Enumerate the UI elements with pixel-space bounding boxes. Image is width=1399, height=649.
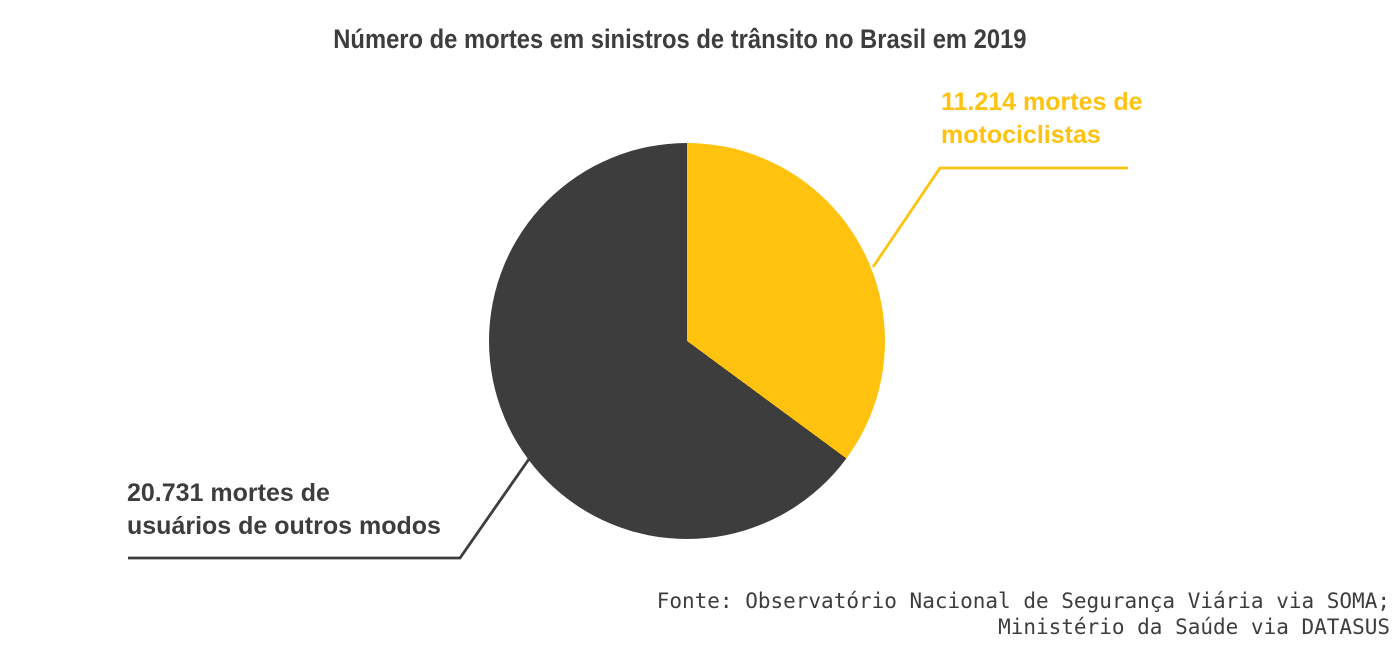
pie-chart — [489, 143, 885, 539]
label-motorcyclists-line1: 11.214 mortes de — [941, 88, 1143, 116]
label-others-line2: usuários de outros modos — [127, 512, 441, 540]
motorcyclists-callout-line — [871, 166, 1128, 268]
chart-title: Número de mortes em sinistros de trânsit… — [0, 24, 1360, 54]
source-note: Fonte: Observatório Nacional de Seguranç… — [657, 588, 1390, 640]
source-note-line1: Fonte: Observatório Nacional de Seguranç… — [656, 589, 1390, 613]
label-motorcyclists-line2: motociclistas — [941, 121, 1101, 149]
label-others-line1: 20.731 mortes de — [127, 479, 330, 507]
chart-title-text: Número de mortes em sinistros de trânsit… — [333, 24, 1027, 54]
label-motorcyclists: 11.214 mortes de motociclistas — [941, 86, 1143, 152]
source-note-line2: Ministério da Saúde via DATASUS — [998, 615, 1390, 639]
label-others: 20.731 mortes de usuários de outros modo… — [127, 477, 441, 543]
